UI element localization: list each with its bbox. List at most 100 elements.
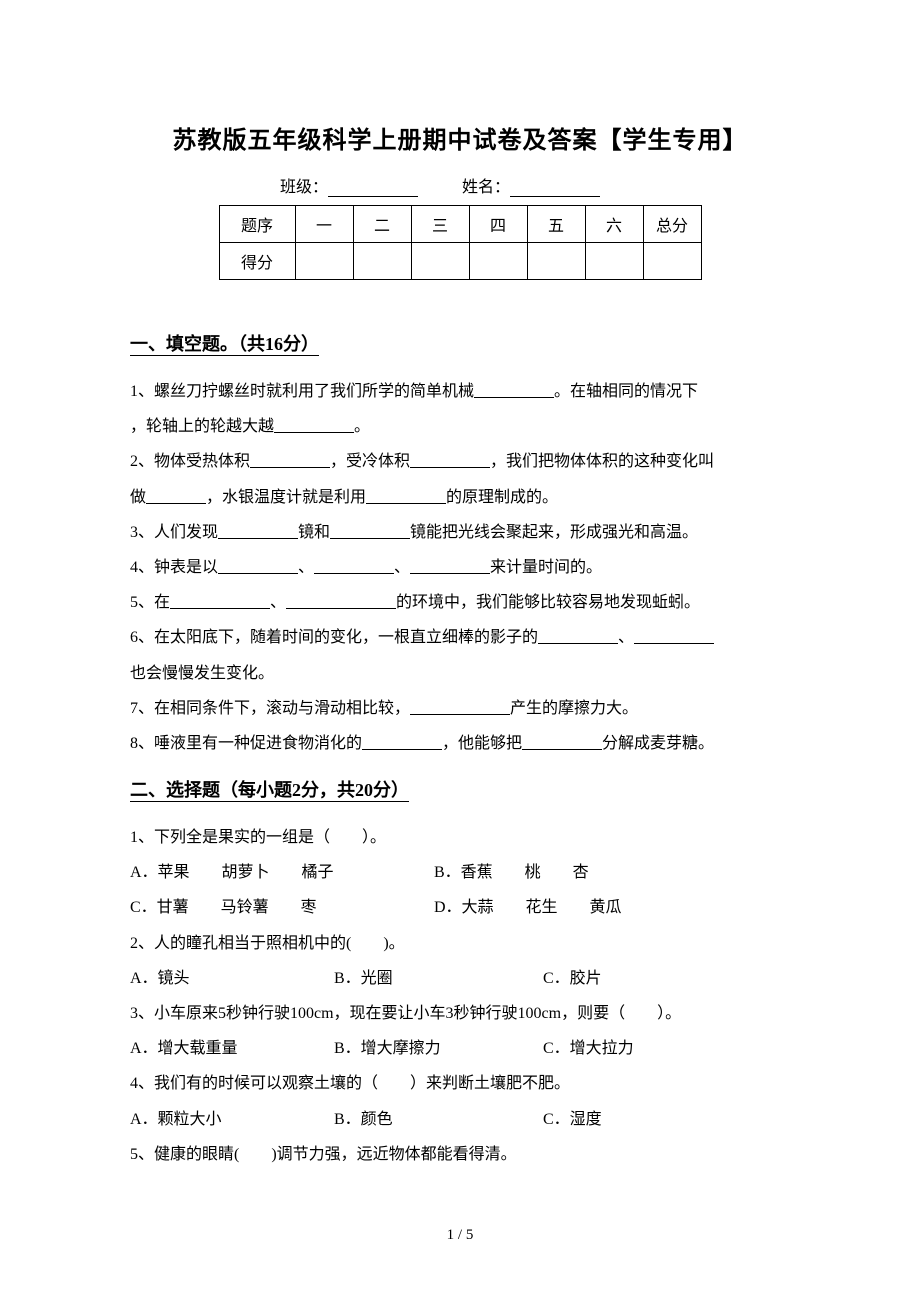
q7-text: 产生的摩擦力大。 (510, 700, 638, 717)
score-cell[interactable] (411, 243, 469, 280)
class-blank[interactable] (328, 179, 418, 197)
choice-q4: 4、我们有的时候可以观察土壤的（ ）来判断土壤肥不肥。 (130, 1066, 790, 1101)
q8-text: 分解成麦芽糖。 (602, 735, 714, 752)
opt-b[interactable]: B．增大摩擦力 (334, 1031, 539, 1066)
q3-blank-2[interactable] (330, 523, 410, 539)
opt-d[interactable]: D．大蒜 花生 黄瓜 (434, 890, 622, 925)
opt-c[interactable]: C．甘薯 马铃薯 枣 (130, 890, 430, 925)
q1-text: ，轮轴上的轮越大越 (130, 418, 274, 435)
q2-text: 2、物体受热体积 (130, 453, 250, 470)
q4-blank-3[interactable] (410, 558, 490, 574)
score-cell[interactable] (585, 243, 643, 280)
q5-blank-1[interactable] (170, 593, 270, 609)
q2-text: 的原理制成的。 (446, 489, 558, 506)
q2-text: ，受冷体积 (330, 453, 410, 470)
opt-c[interactable]: C．胶片 (543, 961, 602, 996)
row-label-order: 题序 (219, 206, 295, 243)
q5-text: 5、在 (130, 594, 170, 611)
q6-blank-2[interactable] (634, 628, 714, 644)
q6-blank-1[interactable] (538, 628, 618, 644)
score-cell[interactable] (469, 243, 527, 280)
name-blank[interactable] (510, 179, 600, 197)
fill-q6b: 也会慢慢发生变化。 (130, 656, 790, 691)
q1-text: 。在轴相同的情况下 (554, 383, 698, 400)
choice-q2-options: A．镜头 B．光圈 C．胶片 (130, 961, 790, 996)
score-table: 题序 一 二 三 四 五 六 总分 得分 (219, 205, 702, 280)
choice-q2: 2、人的瞳孔相当于照相机中的( )。 (130, 926, 790, 961)
q4-blank-1[interactable] (218, 558, 298, 574)
choice-q3: 3、小车原来5秒钟行驶100cm，现在要让小车3秒钟行驶100cm，则要（ ）。 (130, 996, 790, 1031)
fill-q5: 5、在 、 的环境中，我们能够比较容易地发现蚯蚓。 (130, 585, 790, 620)
fill-q2b: 做，水银温度计就是利用的原理制成的。 (130, 480, 790, 515)
q8-text: ，他能够把 (442, 735, 522, 752)
choice-q1-options-cd: C．甘薯 马铃薯 枣 D．大蒜 花生 黄瓜 (130, 890, 790, 925)
page-footer: 1 / 5 (130, 1227, 790, 1244)
student-info-line: 班级： 姓名： (130, 173, 790, 197)
fill-q2: 2、物体受热体积 ，受冷体积 ，我们把物体体积的这种变化叫 (130, 444, 790, 479)
opt-a[interactable]: A．增大载重量 (130, 1031, 330, 1066)
class-label: 班级： (280, 173, 328, 197)
q5-text: 的环境中，我们能够比较容易地发现蚯蚓。 (396, 594, 700, 611)
q4-text: 4、钟表是以 (130, 559, 218, 576)
fill-q8: 8、唾液里有一种促进食物消化的 ，他能够把 分解成麦芽糖。 (130, 726, 790, 761)
name-label: 姓名： (462, 173, 510, 197)
q2-blank-4[interactable] (366, 488, 446, 504)
choice-q3-options: A．增大载重量 B．增大摩擦力 C．增大拉力 (130, 1031, 790, 1066)
q3-text: 3、人们发现 (130, 524, 218, 541)
q4-blank-2[interactable] (314, 558, 394, 574)
q7-blank-1[interactable] (410, 699, 510, 715)
q8-blank-1[interactable] (362, 734, 442, 750)
table-row: 得分 (219, 243, 701, 280)
q6-text: 也会慢慢发生变化。 (130, 665, 274, 682)
fill-q1: 1、螺丝刀拧螺丝时就利用了我们所学的简单机械 。在轴相同的情况下 (130, 374, 790, 409)
col-total: 总分 (643, 206, 701, 243)
q1-blank-1[interactable] (474, 382, 554, 398)
score-cell[interactable] (353, 243, 411, 280)
q7-text: 7、在相同条件下，滚动与滑动相比较， (130, 700, 410, 717)
q6-text: 、 (618, 629, 634, 646)
q4-text: 、 (394, 559, 410, 576)
opt-b[interactable]: B．颜色 (334, 1102, 539, 1137)
q2-text: 做 (130, 489, 146, 506)
opt-b[interactable]: B．香蕉 桃 杏 (434, 855, 589, 890)
q2-blank-3[interactable] (146, 488, 206, 504)
fill-q4: 4、钟表是以、、来计量时间的。 (130, 550, 790, 585)
q2-blank-1[interactable] (250, 452, 330, 468)
q6-text: 6、在太阳底下，随着时间的变化，一根直立细棒的影子的 (130, 629, 538, 646)
q5-text: 、 (270, 594, 286, 611)
q8-blank-2[interactable] (522, 734, 602, 750)
q3-text: 镜能把光线会聚起来，形成强光和高温。 (410, 524, 698, 541)
q1-text: 。 (354, 418, 370, 435)
choice-q4-options: A．颗粒大小 B．颜色 C．湿度 (130, 1102, 790, 1137)
col-1: 一 (295, 206, 353, 243)
opt-b[interactable]: B．光圈 (334, 961, 539, 996)
opt-a[interactable]: A．颗粒大小 (130, 1102, 330, 1137)
section-2-heading: 二、选择题（每小题2分，共20分） (130, 776, 409, 802)
exam-title: 苏教版五年级科学上册期中试卷及答案【学生专用】 (130, 120, 790, 155)
opt-c[interactable]: C．湿度 (543, 1102, 602, 1137)
col-2: 二 (353, 206, 411, 243)
q2-blank-2[interactable] (410, 452, 490, 468)
q1-blank-2[interactable] (274, 417, 354, 433)
score-cell[interactable] (527, 243, 585, 280)
score-total-cell[interactable] (643, 243, 701, 280)
col-5: 五 (527, 206, 585, 243)
opt-a[interactable]: A．苹果 胡萝卜 橘子 (130, 855, 430, 890)
opt-c[interactable]: C．增大拉力 (543, 1031, 634, 1066)
fill-q1b: ，轮轴上的轮越大越 。 (130, 409, 790, 444)
q8-text: 8、唾液里有一种促进食物消化的 (130, 735, 362, 752)
choice-q5: 5、健康的眼睛( )调节力强，远近物体都能看得清。 (130, 1137, 790, 1172)
score-cell[interactable] (295, 243, 353, 280)
q4-text: 来计量时间的。 (490, 559, 602, 576)
col-6: 六 (585, 206, 643, 243)
col-3: 三 (411, 206, 469, 243)
row-label-score: 得分 (219, 243, 295, 280)
q2-text: ，我们把物体体积的这种变化叫 (490, 453, 714, 470)
opt-a[interactable]: A．镜头 (130, 961, 330, 996)
q1-text: 1、螺丝刀拧螺丝时就利用了我们所学的简单机械 (130, 383, 474, 400)
q3-text: 镜和 (298, 524, 330, 541)
q3-blank-1[interactable] (218, 523, 298, 539)
fill-q3: 3、人们发现 镜和 镜能把光线会聚起来，形成强光和高温。 (130, 515, 790, 550)
q5-blank-2[interactable] (286, 593, 396, 609)
section-1-heading: 一、填空题。（共16分） (130, 330, 319, 356)
